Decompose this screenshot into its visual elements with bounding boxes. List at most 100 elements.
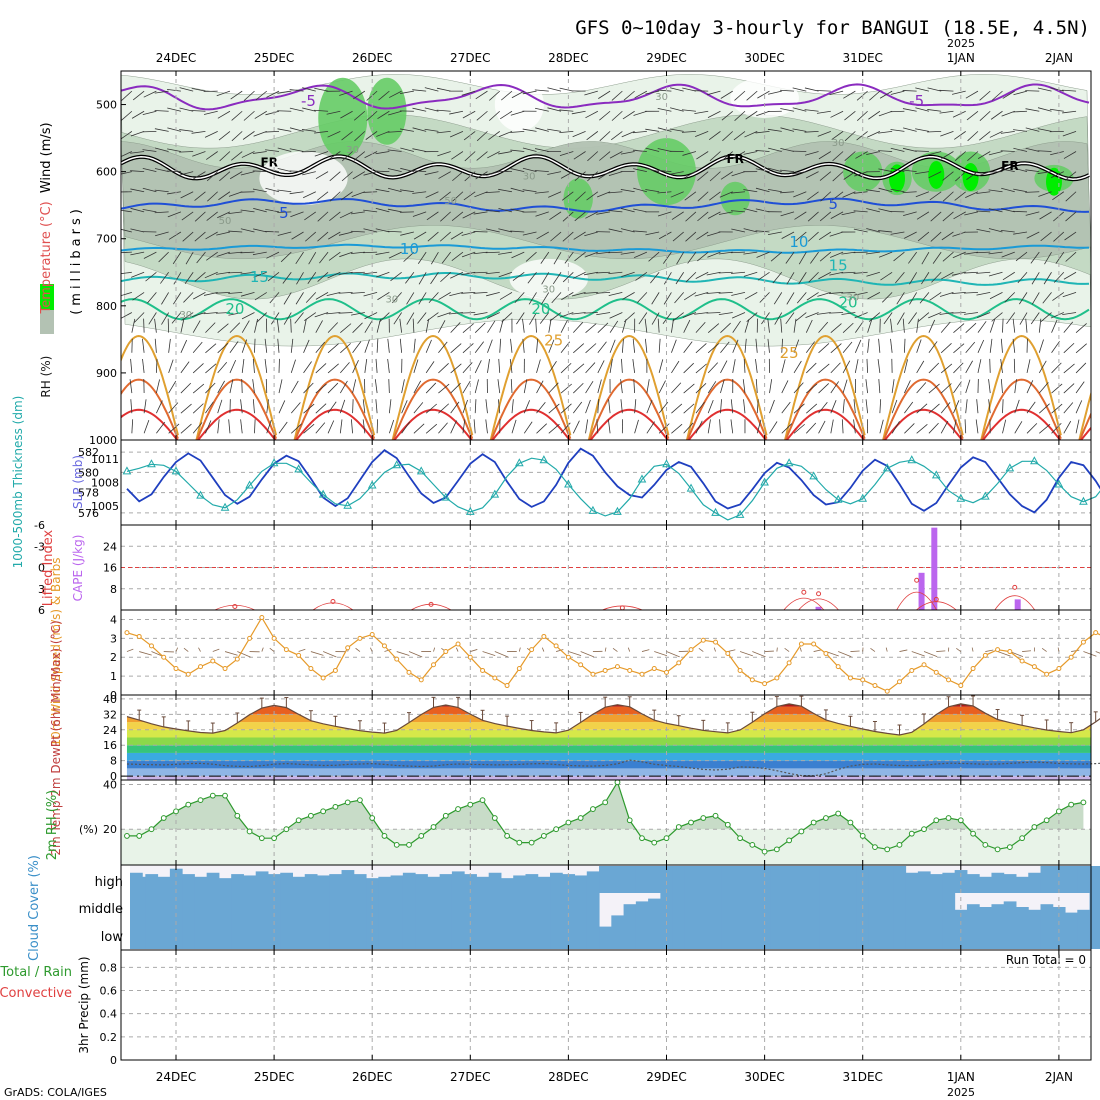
wind-barb: [767, 338, 770, 353]
wind-barb: [534, 89, 549, 92]
wind-speed-point: [467, 654, 473, 660]
wind-barb: [240, 399, 243, 414]
wind-barb: [376, 338, 379, 353]
wind-barb: [387, 168, 402, 173]
wind-barb: [173, 272, 182, 285]
wind-barb: [819, 251, 832, 262]
wind-barb: [574, 191, 586, 202]
rh-point: [994, 846, 1001, 853]
wind-barb: [205, 231, 218, 240]
wind-barb: [363, 292, 378, 297]
wind-barb: [633, 187, 647, 193]
thickness-point: [294, 464, 303, 473]
wind-barb: [902, 318, 905, 333]
cloud-bar: [746, 893, 759, 921]
wind-barb: [267, 271, 280, 282]
cloud-bar: [611, 915, 625, 921]
rh-point: [957, 817, 964, 824]
wind-barb: [147, 292, 157, 304]
wind-barb: [663, 251, 672, 264]
wind-barb: [535, 318, 537, 333]
wind-barb: [154, 338, 157, 353]
precip-tick-label: 0.8: [100, 961, 118, 974]
wind-barb: [951, 312, 966, 314]
wind-barb: [819, 211, 832, 222]
cloud-bar: [243, 893, 257, 921]
cloud-bar: [966, 904, 980, 921]
wind-barb: [657, 191, 672, 194]
contour-label: 5: [279, 204, 289, 222]
wind-barb: [866, 208, 880, 213]
wind-barb: [277, 338, 280, 353]
wind-barb: [868, 110, 881, 120]
rh-point: [884, 846, 891, 853]
wind-barb: [1012, 338, 1016, 353]
cloud-bar: [819, 893, 833, 921]
wind-barb: [547, 171, 562, 175]
wind-barb: [568, 651, 582, 657]
wind-barb: [917, 231, 930, 242]
wind-barb: [388, 419, 395, 434]
wind-barb: [278, 421, 288, 434]
wind-barb: [341, 151, 353, 162]
wind-barb: [130, 251, 145, 256]
wind-barb: [634, 399, 637, 414]
wind-speed-point: [762, 681, 768, 687]
wind-barb: [671, 211, 684, 220]
wind-barb: [804, 87, 819, 92]
wind-speed-point: [541, 633, 547, 639]
wind-barb: [1040, 231, 1052, 242]
wind-barb: [160, 272, 169, 284]
rh-point: [369, 815, 376, 821]
precip-tick-label: 0.4: [100, 1008, 118, 1021]
wind-barb: [283, 312, 292, 325]
wind-barb: [746, 90, 758, 101]
rh-point: [565, 819, 572, 826]
wind-barb: [632, 358, 636, 373]
wind-barb: [450, 382, 461, 394]
wind-barb: [364, 312, 378, 320]
upper-air-ylabel: RH (%) Temperature (°C) Wind (m/s): [39, 122, 54, 397]
wind-barb: [183, 647, 189, 652]
wind-barb: [755, 130, 770, 134]
wind-barb: [425, 361, 435, 374]
cloud-bar: [218, 893, 232, 921]
wind-barb: [340, 362, 350, 374]
wind-barb: [842, 379, 848, 394]
wind-barb: [621, 358, 623, 373]
wind-barb: [744, 131, 758, 138]
wind-barb: [425, 403, 437, 414]
wind-barb: [551, 292, 562, 304]
wind-barb: [914, 150, 929, 152]
rh-point: [921, 826, 927, 833]
wind-barb: [412, 318, 415, 333]
wind-barb: [965, 90, 979, 99]
wind-barb: [681, 130, 696, 133]
wind-barb: [290, 402, 301, 414]
wind-barb: [252, 151, 267, 154]
rh-point: [737, 835, 743, 842]
rh-point: [933, 817, 940, 824]
wind-barb: [155, 358, 158, 373]
wind-barb: [658, 338, 661, 353]
wind-barb: [650, 272, 660, 284]
cloud-bar: [133, 876, 146, 893]
wind-barb: [290, 318, 292, 333]
wind-barb: [363, 228, 378, 233]
wind-barb: [562, 271, 574, 283]
wind-barb: [1025, 108, 1040, 112]
wind-barb: [683, 292, 697, 301]
wind-barb: [413, 359, 419, 374]
wind-barb: [327, 131, 341, 138]
wind-speed-point: [296, 652, 302, 658]
rh-point: [516, 839, 523, 846]
cloud-bar: [721, 921, 735, 949]
thickness-point: [809, 471, 818, 480]
wind-barb: [522, 338, 525, 353]
wind-barb: [694, 312, 709, 315]
cloud-bar: [635, 921, 649, 949]
cloud-bar: [194, 876, 208, 893]
wind-barb: [1053, 231, 1065, 242]
wind-barb: [216, 90, 231, 97]
wind-barb: [462, 110, 476, 119]
